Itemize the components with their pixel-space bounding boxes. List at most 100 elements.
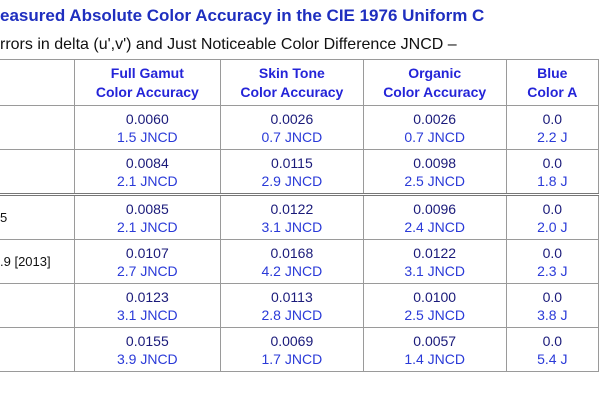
- column-header: Full Gamut Color Accuracy: [73, 59, 221, 106]
- column-header: Blue Color A: [505, 59, 600, 106]
- row-label: [0, 149, 75, 196]
- table-cell: 0.0 2.3 J: [505, 239, 600, 284]
- delta-value: 0.0084: [125, 154, 169, 171]
- row-label: [0, 327, 75, 372]
- delta-value: 0.0: [542, 110, 563, 127]
- column-header: Skin Tone Color Accuracy: [219, 59, 364, 106]
- table-cell: 0.0084 2.1 JNCD: [73, 149, 221, 196]
- column-header: Organic Color Accuracy: [362, 59, 507, 106]
- row-label: 5: [0, 194, 75, 240]
- table-cell: 0.0026 0.7 JNCD: [219, 105, 364, 150]
- jncd-value: 4.2 JNCD: [261, 262, 323, 279]
- delta-value: 0.0155: [125, 332, 169, 349]
- delta-value: 0.0122: [413, 244, 457, 261]
- jncd-value: 1.4 JNCD: [404, 350, 466, 367]
- table-row: 5 0.0085 2.1 JNCD 0.0122 3.1 JNCD 0.0096 2.4 J…: [0, 194, 600, 240]
- table-cell: 0.0115 2.9 JNCD: [219, 149, 364, 196]
- jncd-value: 2.9 JNCD: [261, 172, 323, 189]
- delta-value: 0.0: [542, 154, 563, 171]
- column-header-line: Color Accuracy: [383, 83, 487, 100]
- jncd-value: 3.8 J: [537, 306, 568, 323]
- delta-value: 0.0168: [270, 244, 314, 261]
- table-row: 0.0060 1.5 JNCD 0.0026 0.7 JNCD 0.0026 0.7 JN…: [0, 105, 600, 150]
- delta-value: 0.0: [542, 288, 563, 305]
- jncd-value: 3.1 JNCD: [116, 306, 178, 323]
- column-header-line: Blue: [537, 64, 568, 81]
- delta-value: 0.0057: [413, 332, 457, 349]
- column-header-line: Full Gamut: [110, 64, 184, 81]
- table-cell: 0.0 2.0 J: [505, 194, 600, 240]
- jncd-value: 1.7 JNCD: [261, 350, 323, 367]
- table-cell: 0.0060 1.5 JNCD: [73, 105, 221, 150]
- row-label-text: .9 [2013]: [0, 253, 51, 269]
- table-cell: 0.0 2.2 J: [505, 105, 600, 150]
- table-cell: 0.0113 2.8 JNCD: [219, 283, 364, 328]
- delta-value: 0.0: [542, 244, 563, 261]
- column-header-line: Color Accuracy: [240, 83, 344, 100]
- table-cell: 0.0168 4.2 JNCD: [219, 239, 364, 284]
- jncd-value: 5.4 J: [537, 350, 568, 367]
- delta-value: 0.0096: [413, 200, 457, 217]
- delta-value: 0.0122: [270, 200, 314, 217]
- row-label-text: 5: [0, 209, 8, 225]
- table-cell: 0.0 3.8 J: [505, 283, 600, 328]
- table-cell: 0.0100 2.5 JNCD: [362, 283, 507, 328]
- jncd-value: 2.3 J: [537, 262, 568, 279]
- delta-value: 0.0085: [125, 200, 169, 217]
- delta-value: 0.0069: [270, 332, 314, 349]
- column-header-line: Color A: [527, 83, 578, 100]
- table-cell: 0.0069 1.7 JNCD: [219, 327, 364, 372]
- delta-value: 0.0: [542, 200, 563, 217]
- jncd-value: 2.7 JNCD: [116, 262, 178, 279]
- table-cell: 0.0085 2.1 JNCD: [73, 194, 221, 240]
- row-label: .9 [2013]: [0, 239, 75, 284]
- jncd-value: 2.1 JNCD: [116, 218, 178, 235]
- table-row: .9 [2013] 0.0107 2.7 JNCD 0.0168 4.2 JNCD 0.0…: [0, 239, 600, 284]
- row-label: [0, 105, 75, 150]
- table-cell: 0.0057 1.4 JNCD: [362, 327, 507, 372]
- delta-value: 0.0123: [125, 288, 169, 305]
- corner-cell: [0, 59, 75, 106]
- jncd-value: 3.1 JNCD: [261, 218, 323, 235]
- delta-value: 0.0113: [270, 288, 313, 305]
- delta-value: 0.0098: [413, 154, 457, 171]
- delta-value: 0.0107: [125, 244, 169, 261]
- table-cell: 0.0 5.4 J: [505, 327, 600, 372]
- jncd-value: 2.5 JNCD: [404, 306, 466, 323]
- table-cell: 0.0 1.8 J: [505, 149, 600, 196]
- jncd-value: 1.5 JNCD: [116, 128, 178, 145]
- table-row: 0.0155 3.9 JNCD 0.0069 1.7 JNCD 0.0057 1.4 JN…: [0, 327, 600, 372]
- jncd-value: 1.8 J: [537, 172, 568, 189]
- jncd-value: 2.1 JNCD: [116, 172, 178, 189]
- table-cell: 0.0122 3.1 JNCD: [362, 239, 507, 284]
- jncd-value: 2.5 JNCD: [404, 172, 466, 189]
- header-row: Full Gamut Color Accuracy Skin Tone Color A…: [0, 59, 600, 106]
- jncd-value: 2.8 JNCD: [261, 306, 323, 323]
- delta-value: 0.0026: [270, 110, 314, 127]
- table-cell: 0.0123 3.1 JNCD: [73, 283, 221, 328]
- table-cell: 0.0026 0.7 JNCD: [362, 105, 507, 150]
- jncd-value: 2.2 J: [537, 128, 568, 145]
- jncd-value: 2.0 J: [537, 218, 568, 235]
- subtitle: rrors in delta (u',v') and Just Noticeab…: [0, 36, 457, 53]
- column-header-line: Color Accuracy: [95, 83, 199, 100]
- jncd-value: 3.9 JNCD: [116, 350, 178, 367]
- jncd-value: 2.4 JNCD: [404, 218, 466, 235]
- table-row: 0.0084 2.1 JNCD 0.0115 2.9 JNCD 0.0098 2.5 JN…: [0, 149, 600, 196]
- column-header-line: Organic: [408, 64, 462, 81]
- column-header-line: Skin Tone: [258, 64, 325, 81]
- table-row: 0.0123 3.1 JNCD 0.0113 2.8 JNCD 0.0100 2.5 JN…: [0, 283, 600, 328]
- jncd-value: 3.1 JNCD: [404, 262, 466, 279]
- table-cell: 0.0155 3.9 JNCD: [73, 327, 221, 372]
- delta-value: 0.0: [542, 332, 563, 349]
- title: easured Absolute Color Accuracy in the C…: [0, 6, 485, 25]
- table-cell: 0.0122 3.1 JNCD: [219, 194, 364, 240]
- accuracy-table: Full Gamut Color Accuracy Skin Tone Color A…: [0, 59, 600, 372]
- jncd-value: 0.7 JNCD: [404, 128, 466, 145]
- jncd-value: 0.7 JNCD: [261, 128, 323, 145]
- row-label: [0, 283, 75, 328]
- delta-value: 0.0100: [413, 288, 457, 305]
- delta-value: 0.0115: [270, 154, 313, 171]
- delta-value: 0.0060: [125, 110, 169, 127]
